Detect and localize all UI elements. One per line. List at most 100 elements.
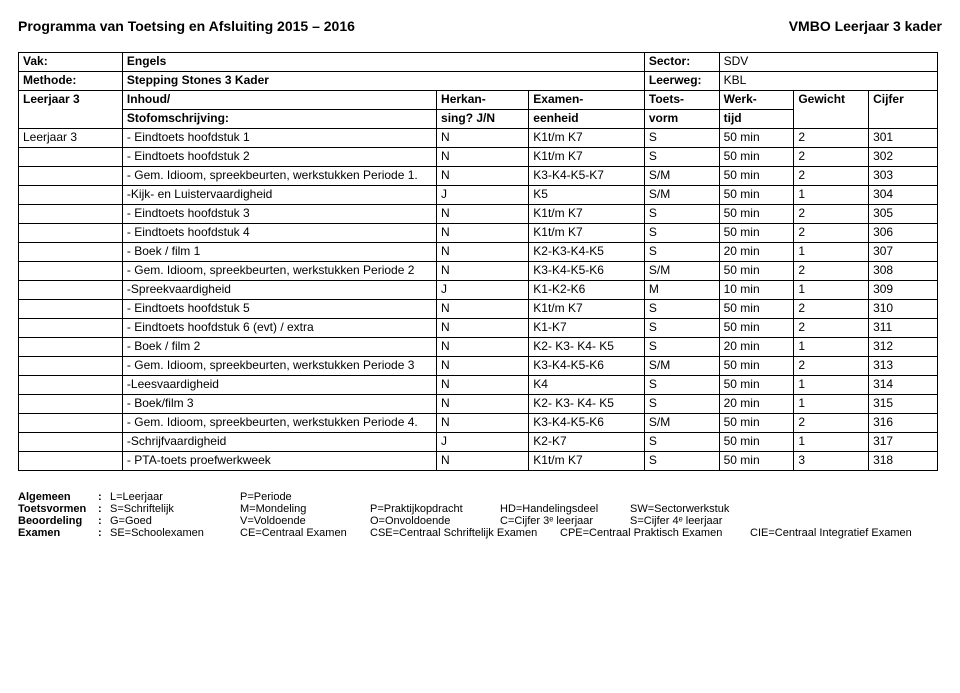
cell-inhoud: -Kijk- en Luistervaardigheid (122, 186, 436, 205)
cell-leerjaar (19, 205, 123, 224)
cell-exameneenheid: K2-K7 (529, 433, 645, 452)
cell-inhoud: - Gem. Idioom, spreekbeurten, werkstukke… (122, 357, 436, 376)
cell-gewicht: 2 (794, 129, 869, 148)
cell-toetsvorm: S (644, 224, 719, 243)
cell-inhoud: - Gem. Idioom, spreekbeurten, werkstukke… (122, 167, 436, 186)
column-headers: Leerjaar 3 Inhoud/ Herkan- Examen- Toets… (19, 91, 938, 110)
col-gewicht: Gewicht (794, 91, 869, 129)
table-row: - Eindtoets hoofdstuk 2NK1t/m K7S50 min2… (19, 148, 938, 167)
cell-herkan: N (437, 376, 529, 395)
table-row: -SchrijfvaardigheidJK2-K7S50 min1317 (19, 433, 938, 452)
cell-werktijd: 20 min (719, 395, 794, 414)
cell-herkan: N (437, 300, 529, 319)
leerweg-label: Leerweg: (644, 72, 719, 91)
cell-werktijd: 50 min (719, 224, 794, 243)
cell-toetsvorm: S (644, 300, 719, 319)
cell-gewicht: 2 (794, 224, 869, 243)
cell-leerjaar (19, 224, 123, 243)
legend-item: C=Cijfer 3ᵉ leerjaar (500, 515, 620, 527)
legend-item: S=Schriftelijk (110, 503, 230, 515)
col-leerjaar: Leerjaar 3 (19, 91, 123, 129)
cell-exameneenheid: K3-K4-K5-K7 (529, 167, 645, 186)
cell-werktijd: 50 min (719, 205, 794, 224)
cell-cijfer: 318 (869, 452, 938, 471)
cell-exameneenheid: K1t/m K7 (529, 148, 645, 167)
legend-colon: : (98, 527, 110, 539)
cell-herkan: N (437, 338, 529, 357)
legend-item: CIE=Centraal Integratief Examen (750, 527, 912, 539)
cell-exameneenheid: K1t/m K7 (529, 452, 645, 471)
cell-toetsvorm: S/M (644, 357, 719, 376)
table-row: - Eindtoets hoofdstuk 4NK1t/m K7S50 min2… (19, 224, 938, 243)
legend-key: Algemeen (18, 491, 98, 503)
cell-herkan: J (437, 186, 529, 205)
cell-gewicht: 1 (794, 338, 869, 357)
leerweg-value: KBL (719, 72, 937, 91)
table-row: -LeesvaardigheidNK4S50 min1314 (19, 376, 938, 395)
cell-leerjaar (19, 433, 123, 452)
legend: Algemeen : L=Leerjaar P=Periode Toetsvor… (18, 491, 942, 539)
cell-cijfer: 311 (869, 319, 938, 338)
table-row: - Eindtoets hoofdstuk 6 (evt) / extraNK1… (19, 319, 938, 338)
cell-werktijd: 10 min (719, 281, 794, 300)
cell-cijfer: 317 (869, 433, 938, 452)
cell-gewicht: 2 (794, 205, 869, 224)
sector-value: SDV (719, 53, 937, 72)
col-inhoud-2: Stofomschrijving: (122, 110, 436, 129)
legend-item: P=Praktijkopdracht (370, 503, 490, 515)
cell-werktijd: 50 min (719, 148, 794, 167)
cell-inhoud: - Boek / film 1 (122, 243, 436, 262)
cell-werktijd: 50 min (719, 167, 794, 186)
cell-herkan: N (437, 452, 529, 471)
cell-exameneenheid: K1t/m K7 (529, 224, 645, 243)
cell-gewicht: 2 (794, 148, 869, 167)
legend-item: HD=Handelingsdeel (500, 503, 620, 515)
col-herkan-1: Herkan- (437, 91, 529, 110)
cell-gewicht: 1 (794, 243, 869, 262)
legend-item: L=Leerjaar (110, 491, 230, 503)
cell-inhoud: - Eindtoets hoofdstuk 1 (122, 129, 436, 148)
cell-exameneenheid: K1t/m K7 (529, 300, 645, 319)
legend-key: Toetsvormen (18, 503, 98, 515)
table-row: Leerjaar 3- Eindtoets hoofdstuk 1NK1t/m … (19, 129, 938, 148)
legend-row: Examen : SE=Schoolexamen CE=Centraal Exa… (18, 527, 942, 539)
cell-herkan: N (437, 357, 529, 376)
table-row: -SpreekvaardigheidJK1-K2-K6M10 min1309 (19, 281, 938, 300)
cell-gewicht: 1 (794, 395, 869, 414)
cell-gewicht: 2 (794, 414, 869, 433)
cell-inhoud: -Spreekvaardigheid (122, 281, 436, 300)
cell-exameneenheid: K2- K3- K4- K5 (529, 395, 645, 414)
cell-inhoud: - Eindtoets hoofdstuk 2 (122, 148, 436, 167)
cell-herkan: N (437, 414, 529, 433)
cell-gewicht: 2 (794, 300, 869, 319)
cell-werktijd: 50 min (719, 186, 794, 205)
legend-item: V=Voldoende (240, 515, 360, 527)
cell-toetsvorm: M (644, 281, 719, 300)
legend-item: CSE=Centraal Schriftelijk Examen (370, 527, 550, 539)
cell-leerjaar (19, 262, 123, 281)
cell-herkan: J (437, 433, 529, 452)
cell-toetsvorm: S (644, 338, 719, 357)
table-row: - Gem. Idioom, spreekbeurten, werkstukke… (19, 167, 938, 186)
cell-toetsvorm: S/M (644, 262, 719, 281)
cell-inhoud: - Boek / film 2 (122, 338, 436, 357)
cell-cijfer: 307 (869, 243, 938, 262)
cell-cijfer: 305 (869, 205, 938, 224)
cell-herkan: N (437, 319, 529, 338)
cell-inhoud: - Boek/film 3 (122, 395, 436, 414)
cell-toetsvorm: S (644, 319, 719, 338)
cell-cijfer: 313 (869, 357, 938, 376)
cell-cijfer: 315 (869, 395, 938, 414)
legend-item: SW=Sectorwerkstuk (630, 503, 750, 515)
cell-gewicht: 1 (794, 433, 869, 452)
cell-exameneenheid: K1-K7 (529, 319, 645, 338)
table-row: - Gem. Idioom, spreekbeurten, werkstukke… (19, 262, 938, 281)
cell-leerjaar (19, 300, 123, 319)
page-header: Programma van Toetsing en Afsluiting 201… (18, 18, 942, 34)
cell-herkan: N (437, 395, 529, 414)
methode-value: Stepping Stones 3 Kader (122, 72, 644, 91)
cell-leerjaar (19, 357, 123, 376)
methode-label: Methode: (19, 72, 123, 91)
table-row: - PTA-toets proefwerkweekNK1t/m K7S50 mi… (19, 452, 938, 471)
legend-item: M=Mondeling (240, 503, 360, 515)
